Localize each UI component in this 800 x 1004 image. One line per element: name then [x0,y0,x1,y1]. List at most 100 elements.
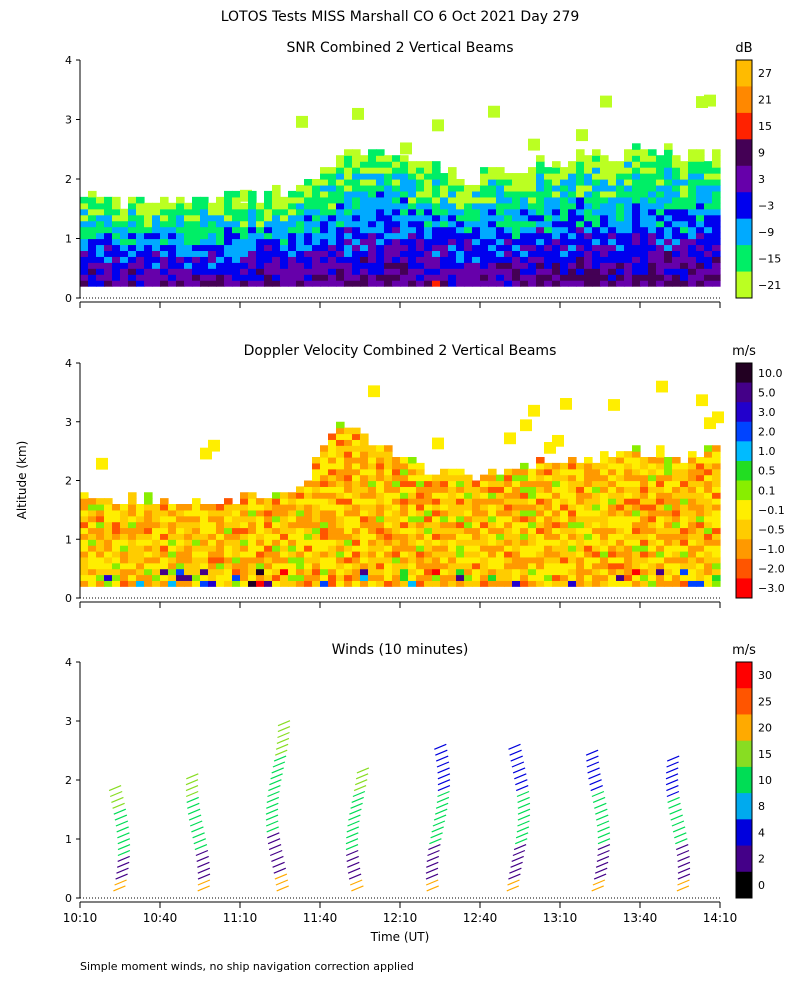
heatmap-cell [688,179,697,186]
heatmap-cell [144,556,153,564]
heatmap-cell [216,202,225,210]
heatmap-cell [496,250,505,257]
heatmap-cell [224,574,233,581]
heatmap-cell [704,556,713,564]
heatmap-cell [240,208,249,216]
heatmap-cell [144,539,153,546]
heatmap-cell [536,521,545,529]
heatmap-cell [288,504,297,511]
heatmap-cell [176,214,185,222]
heatmap-cell [144,521,153,529]
heatmap-cell [208,268,217,275]
heatmap-cell [88,280,97,287]
heatmap-cell [96,580,105,587]
heatmap-cell [432,214,441,222]
heatmap-cell [88,556,97,564]
heatmap-cell [544,509,553,517]
heatmap-cell [392,262,401,269]
heatmap-cell [168,226,177,234]
heatmap-cell [224,545,233,552]
y-tick-label: 4 [65,357,72,370]
heatmap-cell [152,562,161,570]
wind-barb [267,790,280,798]
heatmap-cell [448,551,457,558]
heatmap-cell [688,568,697,576]
heatmap-cell [360,545,369,552]
heatmap-cell [336,574,345,581]
heatmap-cell [256,556,265,564]
heatmap-cell [240,220,249,228]
heatmap-cell [368,580,377,587]
heatmap-cell [568,468,577,476]
colorbar-label: 2.0 [758,426,776,439]
heatmap-cell [392,232,401,240]
heatmap-cell [616,280,625,287]
heatmap-cell [680,498,689,505]
heatmap-cell [512,498,521,505]
wind-barb [516,826,530,833]
heatmap-cell [368,232,377,240]
heatmap-cell [512,208,521,216]
wind-barb [115,820,129,827]
heatmap-cell [560,232,569,240]
heatmap-cell [512,202,521,210]
heatmap-cell [712,411,724,424]
heatmap-cell [272,268,281,275]
heatmap-cell [160,545,169,552]
wind-barb [666,761,679,768]
heatmap-cell [632,280,641,287]
y-tick-label: 0 [65,592,72,605]
heatmap-cell [248,556,257,564]
heatmap-cell [280,580,289,587]
heatmap-cell [360,551,369,558]
heatmap-cell [408,184,417,192]
heatmap-cell [400,167,409,174]
colorbar-label: 10 [758,774,772,787]
heatmap-cell [88,545,97,552]
heatmap-cell [440,551,449,558]
heatmap-cell [328,492,337,499]
heatmap-cell [648,562,657,570]
heatmap-cell [688,167,697,174]
heatmap-cell [440,568,449,576]
heatmap-cell [704,262,713,269]
heatmap-cell [704,184,713,192]
heatmap-cell [152,521,161,529]
heatmap-cell [696,562,705,570]
colorbar-swatch [736,740,752,768]
heatmap-cell [128,539,137,546]
heatmap-cell [472,232,481,240]
heatmap-cell [304,250,313,257]
heatmap-cell [632,274,641,281]
heatmap-cell [224,504,233,511]
heatmap-cell [80,568,89,576]
heatmap-cell [456,190,465,198]
heatmap-cell [200,250,209,257]
heatmap-cell [504,515,513,523]
heatmap-cell [600,95,612,108]
heatmap-cell [440,173,449,180]
heatmap-cell [264,515,273,523]
heatmap-cell [248,208,257,216]
heatmap-cell [128,498,137,505]
heatmap-cell [352,498,361,505]
heatmap-cell [128,202,137,210]
heatmap-cell [696,96,708,108]
heatmap-cell [616,262,625,269]
heatmap-cell [448,190,457,198]
heatmap-cell [304,498,313,505]
heatmap-cell [616,232,625,240]
heatmap-cell [256,274,265,281]
heatmap-cell [576,551,585,558]
heatmap-cell [384,256,393,263]
colorbar-frame [735,59,753,299]
heatmap-cell [568,551,577,558]
heatmap-cell [464,250,473,257]
wind-barb [589,779,602,786]
heatmap-cell [480,196,489,204]
heatmap-cell [208,574,217,581]
heatmap-cell [624,220,633,228]
heatmap-cell [416,184,425,192]
heatmap-cell [472,208,481,216]
